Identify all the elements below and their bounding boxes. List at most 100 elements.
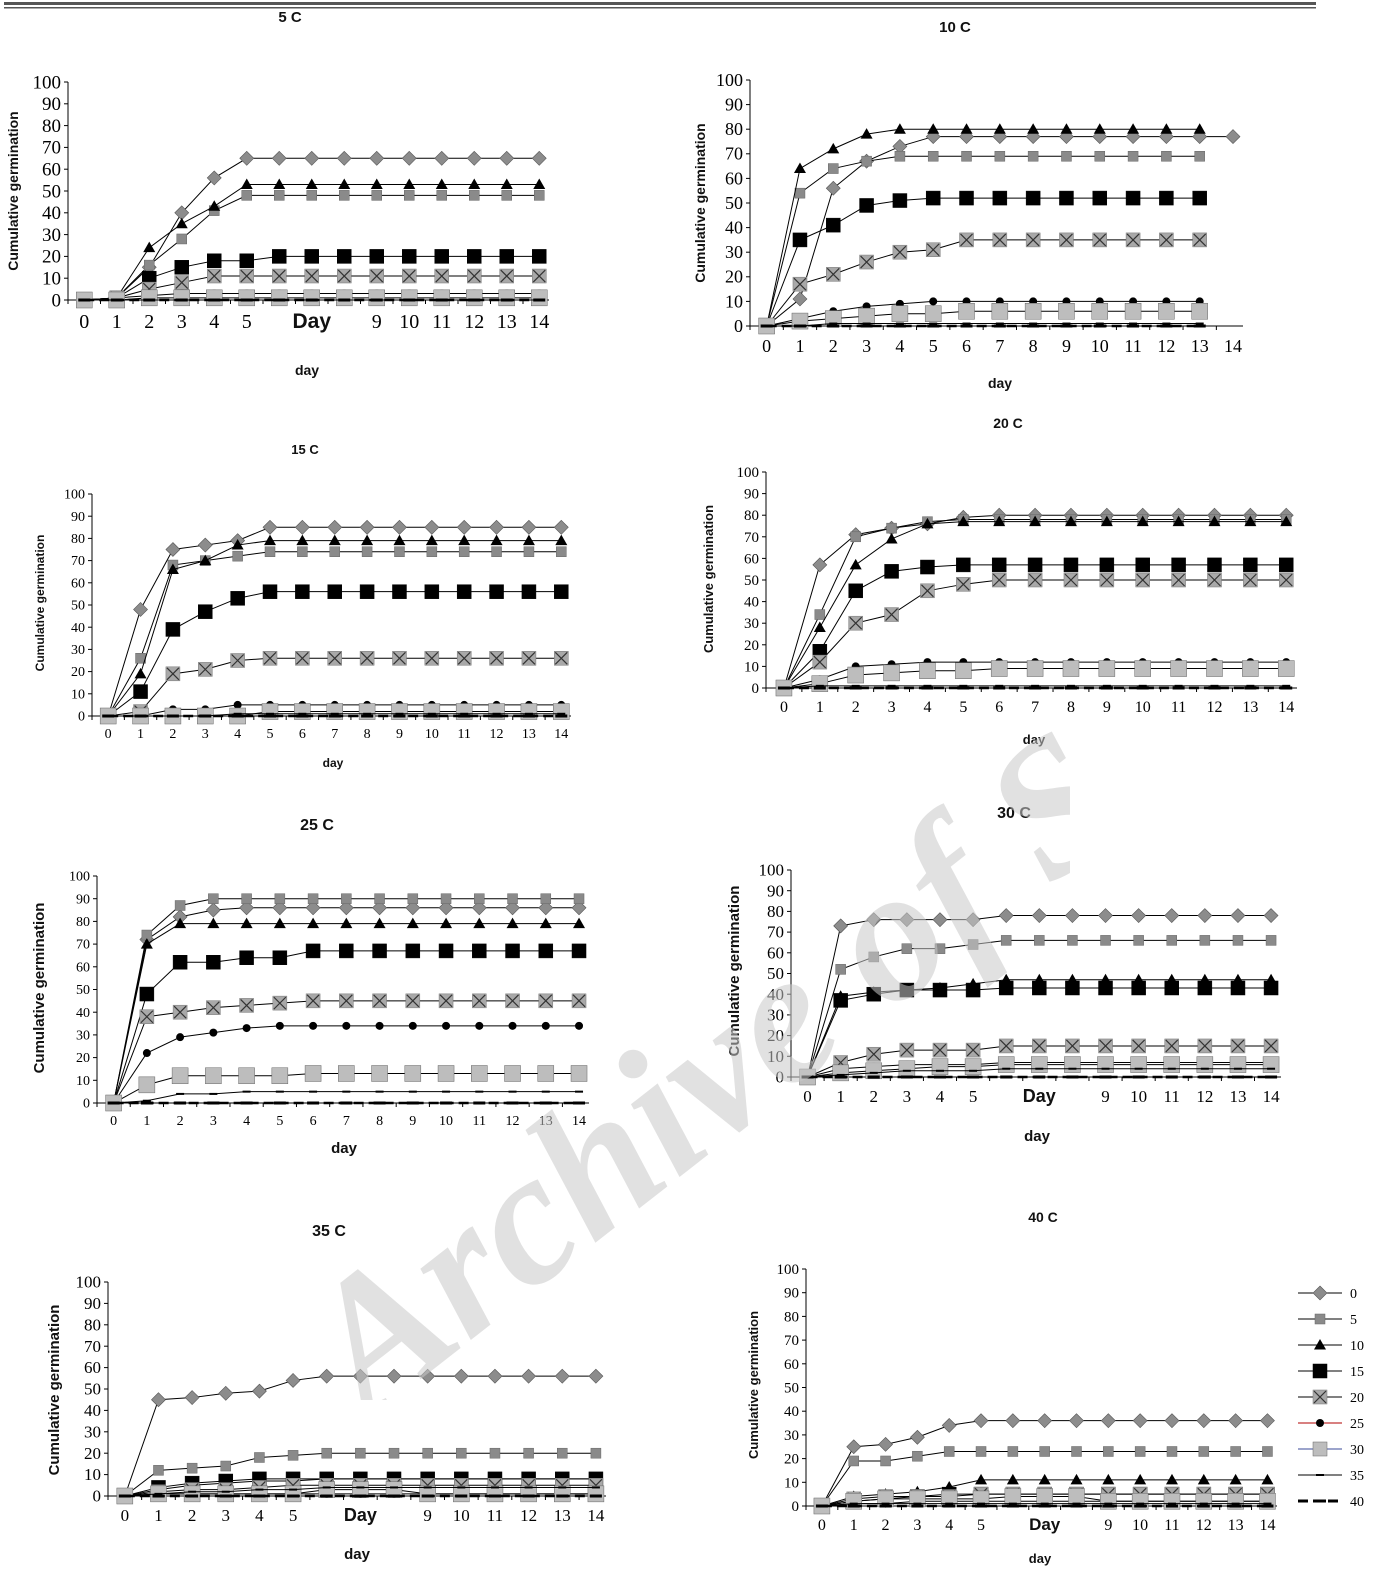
data-point [1131,1038,1146,1054]
series [800,908,1279,1085]
data-point [374,893,385,904]
data-point [390,1486,399,1489]
data-point [846,1439,862,1455]
data-point [306,190,317,201]
series [814,1413,1275,1514]
data-point [994,151,1006,162]
data-point [931,1058,949,1075]
data-point [1098,908,1113,923]
x-tick-label: 14 [554,727,568,742]
data-point [395,712,404,715]
data-point [959,684,968,687]
data-point [309,1090,318,1093]
y-tick-label: 60 [42,159,61,180]
data-point [1134,1504,1147,1508]
data-point [1094,151,1106,162]
data-point [866,912,882,928]
y-tick-label: 30 [71,643,85,658]
data-point [1097,1056,1114,1073]
data-point [138,1076,156,1094]
x-tick-label: 1 [816,699,824,716]
data-point [1002,1067,1011,1070]
data-point [251,1383,267,1399]
data-point [833,918,849,934]
data-point [886,522,897,534]
data-point [232,550,243,562]
data-point [499,150,515,166]
data-point [342,1090,351,1093]
data-point [1136,1502,1145,1505]
data-point [1232,935,1244,946]
data-point [339,993,354,1009]
data-point [230,591,245,606]
data-point [152,1494,165,1498]
x-tick-label: 3 [210,1114,217,1129]
data-point [859,254,874,270]
data-point [1165,1473,1178,1485]
data-point [475,1090,484,1093]
x-tick-label: 1 [137,727,144,742]
data-point [407,893,419,904]
data-point [1065,1038,1080,1054]
y-tick-label: 20 [42,247,61,268]
y-tick-label: 60 [744,551,759,567]
data-point [505,993,520,1009]
x-axis-label: day [1023,732,1046,747]
data-point [434,268,449,284]
data-point [1125,232,1141,248]
x-tick-label: 12 [464,311,484,333]
data-point [499,268,514,284]
data-point [174,917,187,929]
data-point [993,686,1006,690]
data-point [1029,322,1038,325]
data-point [1135,572,1150,588]
data-point [1165,1504,1178,1508]
data-point [420,1368,436,1384]
data-point [487,1368,503,1384]
data-point [965,982,981,998]
data-point [973,1413,989,1429]
y-tick-label: 10 [725,291,743,311]
data-point [1008,1502,1017,1505]
x-tick-label: 10 [1132,1517,1148,1534]
data-point [208,200,221,211]
x-tick-label: 5 [242,311,252,333]
x-tick-label: 3 [202,727,209,742]
y-tick-label: 40 [42,203,61,224]
data-point [1127,123,1140,134]
data-point [392,519,407,535]
data-point [304,268,319,284]
data-point [393,714,406,718]
data-point [1063,557,1079,573]
data-point [1159,190,1174,206]
data-point [959,190,974,206]
data-point [327,519,343,535]
data-point [792,276,808,292]
y-tick-label: 40 [744,595,759,611]
data-point [589,1494,602,1498]
data-point [956,557,971,573]
data-point [1000,935,1012,946]
series [775,660,1295,697]
data-point [370,298,383,302]
chart-title: 35 C [312,1223,346,1240]
x-tick-label: 11 [473,1114,486,1129]
data-point [1102,684,1111,687]
data-point [402,249,417,264]
data-point [392,584,407,599]
data-point [868,951,880,963]
x-tick-label: 0 [121,1506,130,1525]
data-point [532,268,547,284]
data-point [524,1486,533,1489]
data-point [319,1368,335,1384]
data-point [1093,123,1106,134]
x-tick-label: 10 [1135,699,1151,716]
data-point [220,1460,232,1472]
data-point [531,150,547,166]
data-point [338,1065,355,1082]
data-point [1039,1446,1050,1457]
x-tick-label: 6 [962,336,971,356]
data-point [433,289,450,307]
data-point [1160,123,1173,134]
